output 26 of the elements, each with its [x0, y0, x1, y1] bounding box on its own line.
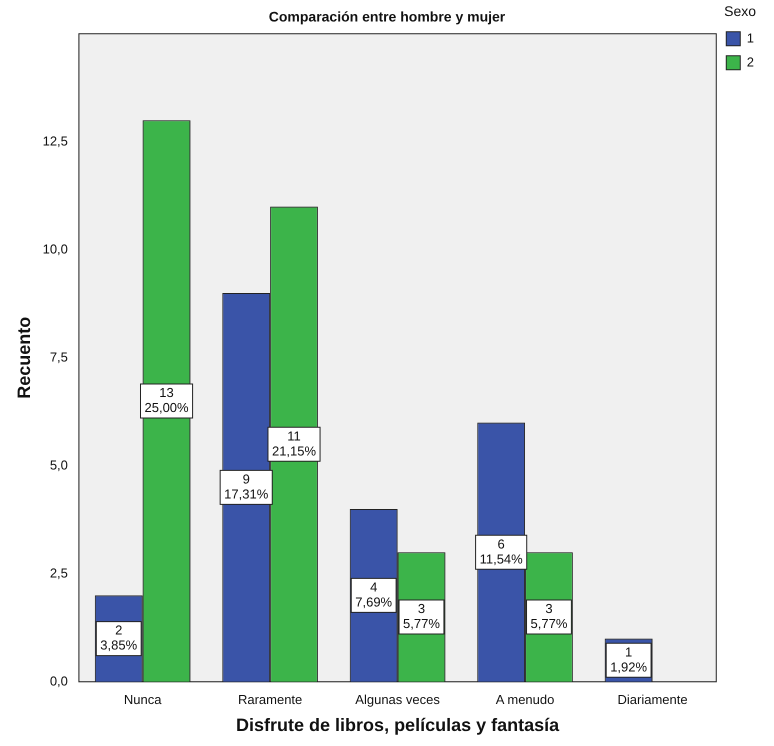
x-tick-label: Diariamente	[617, 692, 688, 708]
data-label: 4 7,69%	[355, 579, 393, 610]
data-label: 1 1,92%	[610, 644, 648, 674]
x-tick-label: Algunas veces	[355, 692, 440, 708]
y-tick-label: 7,5	[50, 349, 68, 364]
x-tick-label: A menudo	[496, 692, 554, 708]
legend-label: 1	[746, 30, 754, 46]
data-label: 3 5,77%	[403, 601, 440, 632]
x-tick-label: Raramente	[238, 692, 302, 708]
data-label: 11 21,15%	[272, 428, 316, 458]
data-label: 2 3,85%	[100, 622, 138, 653]
data-label: 6 11,54%	[480, 536, 524, 566]
legend-label: 2	[746, 54, 754, 70]
y-tick-label: 10,0	[42, 241, 68, 256]
data-label: 9 17,31%	[224, 471, 269, 502]
y-tick-label: 0,0	[50, 673, 68, 688]
chart-title: Comparación entre hombre y mujer	[268, 8, 506, 24]
data-label: 3 5,77%	[530, 601, 568, 632]
x-tick-label: Nunca	[124, 692, 162, 708]
x-axis-title: Disfrute de libros, películas y fantasía	[236, 715, 560, 736]
data-label: 13 25,00%	[144, 385, 190, 416]
y-axis-title: Recuento	[14, 316, 34, 399]
y-tick-label: 5,0	[50, 457, 68, 472]
legend-title: Sexo	[724, 2, 756, 19]
y-tick-label: 12,5	[42, 133, 68, 148]
y-tick-label: 2,5	[50, 565, 68, 580]
